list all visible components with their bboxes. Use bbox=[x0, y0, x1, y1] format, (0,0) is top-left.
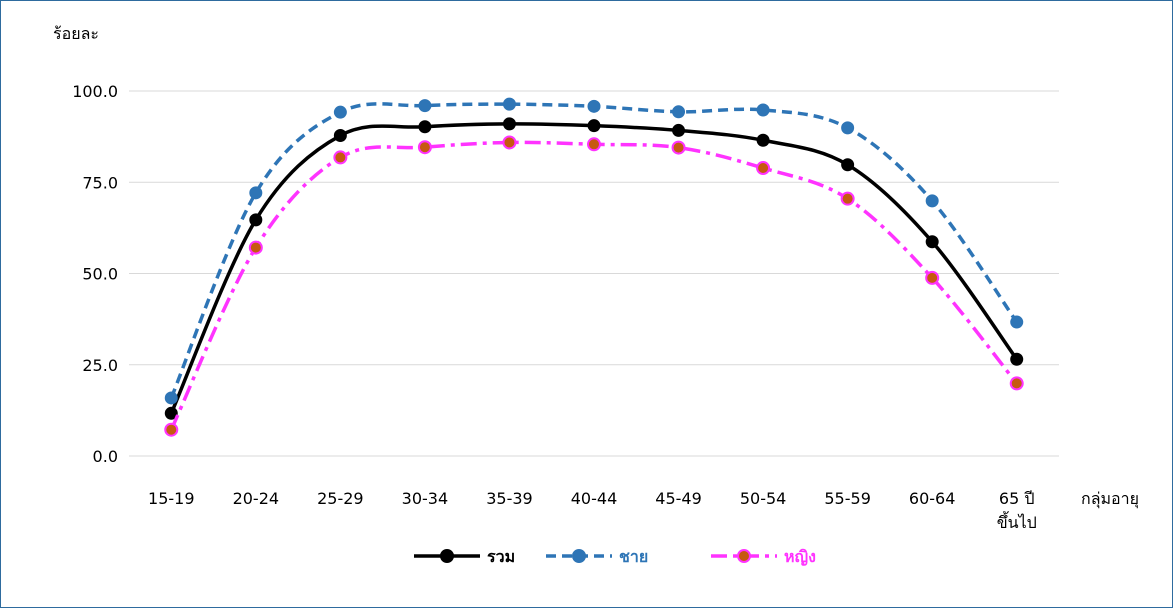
y-tick-label: 75.0 bbox=[82, 173, 118, 192]
data-point bbox=[418, 120, 432, 134]
data-point bbox=[418, 99, 432, 113]
data-point bbox=[249, 213, 263, 227]
x-tick-label: 55-59 bbox=[824, 489, 871, 508]
data-point bbox=[671, 140, 686, 155]
x-tick-label: 35-39 bbox=[486, 489, 533, 508]
data-point bbox=[502, 97, 516, 111]
data-point bbox=[164, 422, 179, 437]
data-point bbox=[587, 99, 601, 113]
series-2 bbox=[164, 135, 1024, 437]
legend-label: ชาย bbox=[619, 547, 648, 566]
legend-label: หญิง bbox=[784, 547, 816, 567]
legend-swatch-marker bbox=[737, 549, 751, 563]
x-tick-label: 15-19 bbox=[148, 489, 195, 508]
data-point bbox=[248, 240, 263, 255]
data-point bbox=[841, 121, 855, 135]
legend: รวม ชาย หญิง bbox=[414, 547, 816, 567]
x-tick-label: 30-34 bbox=[402, 489, 449, 508]
data-point bbox=[333, 129, 347, 143]
data-point bbox=[925, 235, 939, 249]
x-tick-label: 60-64 bbox=[909, 489, 956, 508]
data-point bbox=[756, 133, 770, 147]
series-1 bbox=[164, 97, 1024, 405]
data-point bbox=[925, 270, 940, 285]
series bbox=[164, 97, 1024, 437]
legend-item: รวม bbox=[414, 547, 515, 566]
x-tick-label: 50-54 bbox=[740, 489, 787, 508]
series-line bbox=[169, 122, 1019, 414]
series-0 bbox=[164, 117, 1024, 420]
data-point bbox=[1010, 315, 1024, 329]
data-point bbox=[587, 137, 601, 152]
legend-swatch-marker bbox=[572, 549, 586, 563]
y-tick-label: 25.0 bbox=[82, 356, 118, 375]
data-point bbox=[502, 117, 516, 131]
series-line bbox=[169, 140, 1019, 431]
data-point bbox=[925, 194, 939, 208]
data-point bbox=[672, 105, 686, 119]
legend-item: หญิง bbox=[711, 547, 816, 567]
data-point bbox=[1009, 376, 1024, 391]
legend-label: รวม bbox=[487, 547, 515, 566]
data-point bbox=[756, 103, 770, 117]
data-point bbox=[841, 158, 855, 172]
legend-item: ชาย bbox=[546, 547, 648, 566]
data-point bbox=[840, 191, 855, 206]
y-axis-title: ร้อยละ bbox=[53, 24, 99, 43]
y-axis: 0.0 25.0 50.0 75.0 100.0 bbox=[72, 82, 118, 466]
data-point bbox=[502, 135, 517, 150]
y-tick-label: 50.0 bbox=[82, 265, 118, 284]
x-tick-label: 20-24 bbox=[233, 489, 280, 508]
y-tick-label: 100.0 bbox=[72, 82, 118, 101]
x-axis: 15-19 20-24 25-29 30-34 35-39 40-44 45-49 50-54… bbox=[148, 489, 1037, 532]
x-axis-title: กลุ่มอายุ bbox=[1081, 489, 1139, 509]
data-point bbox=[249, 186, 263, 200]
data-point bbox=[164, 391, 178, 405]
x-tick-label: 40-44 bbox=[571, 489, 618, 508]
x-tick-label: 25-29 bbox=[317, 489, 364, 508]
data-point bbox=[756, 161, 771, 176]
x-tick-label: 65 ปีขึ้นไป bbox=[997, 489, 1037, 532]
data-point bbox=[164, 406, 178, 420]
x-tick-label: 45-49 bbox=[655, 489, 702, 508]
legend-swatch-marker bbox=[440, 549, 454, 563]
data-point bbox=[333, 150, 348, 165]
data-point bbox=[417, 140, 432, 155]
data-point bbox=[1010, 352, 1024, 366]
y-tick-label: 0.0 bbox=[93, 447, 118, 466]
data-point bbox=[587, 119, 601, 133]
data-point bbox=[672, 123, 686, 137]
data-point bbox=[333, 105, 347, 119]
